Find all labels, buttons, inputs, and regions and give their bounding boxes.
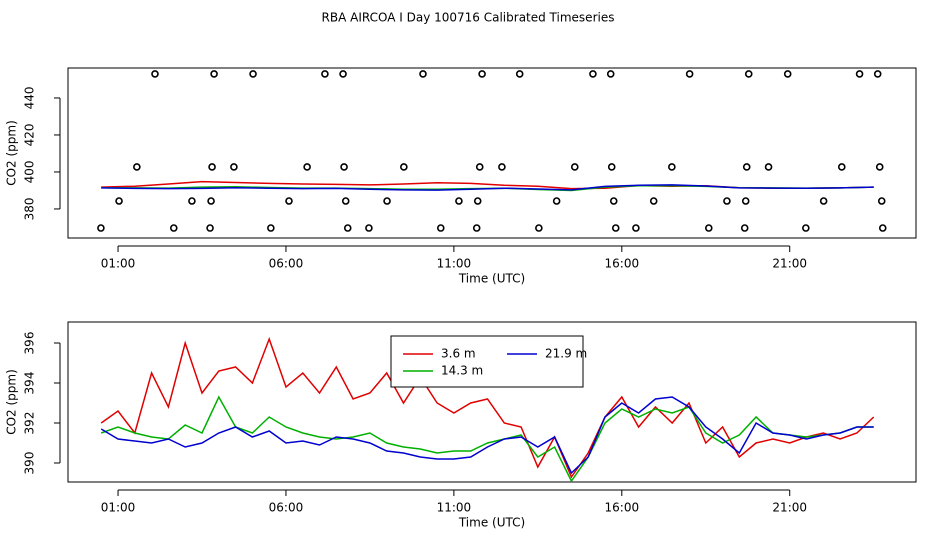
marker [802, 224, 810, 232]
marker [208, 163, 216, 171]
y-tick-label: 394 [23, 372, 37, 395]
marker [723, 197, 731, 205]
marker [877, 197, 886, 205]
marker [365, 224, 373, 232]
marker [606, 70, 615, 78]
series-line [101, 184, 874, 191]
marker [210, 70, 218, 78]
x-tick-label: 11:00 [437, 257, 472, 271]
x-tick-label: 16:00 [605, 257, 640, 271]
marker [339, 70, 347, 78]
marker [685, 70, 694, 78]
marker [515, 70, 524, 78]
x-tick-label: 01:00 [101, 501, 136, 515]
marker [498, 163, 506, 171]
marker [837, 163, 846, 171]
marker [878, 224, 887, 232]
marker [764, 163, 773, 171]
x-axis-label: Time (UTC) [458, 516, 525, 530]
marker [341, 197, 350, 205]
marker [570, 163, 579, 171]
marker [855, 70, 864, 78]
legend-label: 3.6 m [441, 347, 476, 361]
marker [609, 197, 618, 205]
marker [589, 70, 597, 78]
x-axis-label: Time (UTC) [458, 272, 525, 286]
x-tick-label: 21:00 [772, 257, 807, 271]
x-tick-label: 21:00 [772, 501, 807, 515]
x-tick-label: 01:00 [101, 257, 136, 271]
marker [455, 197, 463, 205]
marker [151, 70, 159, 78]
x-tick-label: 06:00 [269, 257, 304, 271]
marker [875, 163, 884, 171]
marker [472, 224, 481, 232]
marker [475, 163, 484, 171]
marker [783, 70, 792, 78]
legend-label: 21.9 m [545, 347, 587, 361]
marker [321, 70, 329, 78]
marker [742, 163, 751, 171]
marker [478, 70, 486, 78]
marker [473, 197, 482, 205]
plot-frame [67, 67, 917, 239]
marker [340, 163, 348, 171]
marker [632, 224, 640, 232]
marker [741, 197, 750, 205]
marker [419, 70, 427, 78]
marker [535, 224, 543, 232]
marker [649, 197, 658, 205]
series-line [100, 336, 875, 479]
marker [230, 163, 238, 171]
y-tick-label: 380 [23, 198, 37, 221]
chart-title: RBA AIRCOA I Day 100716 Calibrated Times… [322, 11, 615, 25]
y-axis-label: CO2 (ppm) [5, 120, 19, 186]
marker [819, 197, 828, 205]
marker [436, 224, 445, 232]
x-tick-label: 16:00 [605, 501, 640, 515]
y-axis-label: CO2 (ppm) [5, 369, 19, 435]
legend-label: 14.3 m [441, 364, 483, 378]
x-tick-label: 11:00 [437, 501, 472, 515]
y-tick-label: 390 [23, 452, 37, 475]
marker [400, 163, 408, 171]
series-line [100, 395, 874, 483]
marker [873, 70, 882, 78]
y-tick-label: 440 [23, 87, 37, 110]
marker [285, 197, 293, 205]
y-tick-label: 392 [23, 412, 37, 435]
marker [188, 197, 196, 205]
plot-frame [67, 321, 917, 483]
marker [740, 224, 749, 232]
marker [249, 70, 257, 78]
marker [97, 224, 105, 232]
marker [607, 163, 616, 171]
marker [611, 224, 620, 232]
y-tick-label: 420 [23, 124, 37, 147]
legend-box [390, 335, 584, 388]
marker [206, 224, 214, 232]
marker [552, 197, 561, 205]
y-tick-label: 400 [23, 161, 37, 184]
marker [668, 163, 676, 171]
marker [115, 197, 123, 205]
marker [133, 163, 141, 171]
marker [343, 224, 352, 232]
marker [744, 70, 753, 78]
marker [267, 224, 275, 232]
marker [169, 224, 178, 232]
x-tick-label: 06:00 [269, 501, 304, 515]
y-tick-label: 396 [23, 332, 37, 355]
marker [704, 224, 713, 232]
series-line [100, 396, 874, 475]
marker [207, 197, 215, 205]
marker [303, 163, 311, 171]
marker [383, 197, 391, 205]
